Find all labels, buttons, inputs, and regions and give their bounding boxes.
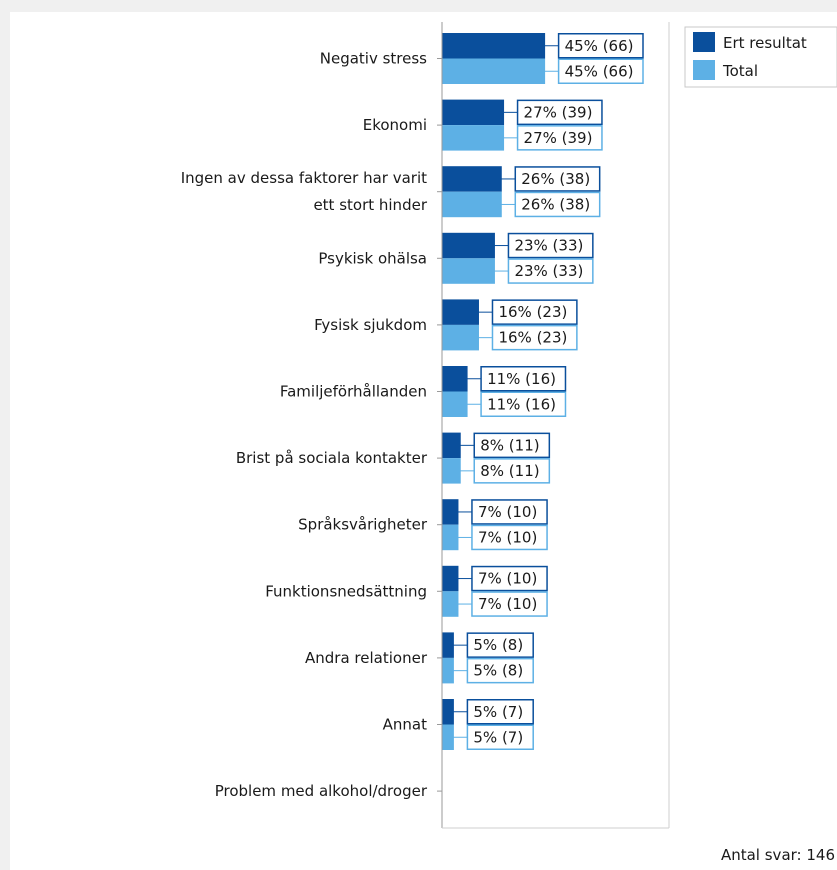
value-label-ert-resultat-negativ-stress: 45% (66) [565, 37, 634, 55]
value-label-ert-resultat-funktionsnedsattning: 7% (10) [478, 570, 537, 588]
category-label-psykisk-ohalsa: Psykisk ohälsa [318, 249, 427, 267]
value-label-total-ingen-av-dessa-faktorer-har-varit-ett-stort-hinder: 26% (38) [521, 195, 590, 213]
category-label-brist-pa-sociala-kontakter: Brist på sociala kontakter [236, 449, 428, 467]
category-label-funktionsnedsattning: Funktionsnedsättning [265, 582, 427, 600]
bar-total-funktionsnedsattning [442, 591, 459, 617]
value-label-box-total-spraksvarigheter [471, 524, 548, 551]
value-label-total-fysisk-sjukdom: 16% (23) [498, 329, 567, 347]
value-label-total-familjeforhallanden: 11% (16) [487, 395, 556, 413]
bar-ert-resultat-familjeforhallanden [442, 366, 468, 392]
value-label-total-ekonomi: 27% (39) [524, 129, 593, 147]
category-label-andra-relationer: Andra relationer [305, 649, 428, 667]
response-count: Antal svar: 146 [721, 846, 835, 864]
bar-total-andra-relationer [442, 657, 454, 684]
bar-total-psykisk-ohalsa [442, 258, 495, 284]
value-label-box-total-funktionsnedsattning [471, 591, 548, 617]
value-label-total-andra-relationer: 5% (8) [473, 662, 523, 680]
value-label-box-ert-resultat-ingen-av-dessa-faktorer-har-varit-ett-stort-hinder [514, 166, 601, 192]
bar-total-fysisk-sjukdom [442, 324, 479, 351]
value-label-box-ert-resultat-psykisk-ohalsa [507, 232, 594, 259]
legend-label-total: Total [722, 62, 758, 80]
value-label-total-psykisk-ohalsa: 23% (33) [514, 262, 583, 280]
value-label-box-ert-resultat-fysisk-sjukdom [491, 299, 578, 325]
value-label-ert-resultat-psykisk-ohalsa: 23% (33) [514, 237, 583, 255]
value-label-box-total-familjeforhallanden [480, 391, 567, 417]
value-label-box-total-andra-relationer [466, 657, 534, 684]
value-label-box-total-annat [466, 724, 534, 750]
bar-ert-resultat-ingen-av-dessa-faktorer-har-varit-ett-stort-hinder [442, 166, 502, 192]
category-label-annat: Annat [383, 716, 427, 734]
value-label-box-total-fysisk-sjukdom [491, 324, 578, 351]
bar-total-spraksvarigheter [442, 524, 459, 551]
value-label-total-annat: 5% (7) [473, 728, 523, 746]
category-label-ingen-av-dessa-faktorer-har-varit-ett-stort-hinder: Ingen av dessa faktorer har varit ett sto… [181, 169, 428, 214]
value-label-box-ert-resultat-negativ-stress [557, 33, 644, 59]
value-label-total-negativ-stress: 45% (66) [565, 62, 634, 80]
value-label-box-ert-resultat-andra-relationer [466, 632, 534, 658]
value-label-ert-resultat-fysisk-sjukdom: 16% (23) [498, 303, 567, 321]
value-label-ert-resultat-ekonomi: 27% (39) [524, 103, 593, 121]
legend-swatch-total [693, 60, 715, 80]
value-label-ert-resultat-ingen-av-dessa-faktorer-har-varit-ett-stort-hinder: 26% (38) [521, 170, 590, 188]
labels-layer: Negativ stress 45% (66) 45% (66) Ekonomi 27%… [181, 33, 644, 800]
bar-ert-resultat-psykisk-ohalsa [442, 232, 495, 259]
value-label-box-ert-resultat-annat [466, 699, 534, 725]
value-label-total-brist-pa-sociala-kontakter: 8% (11) [480, 462, 539, 480]
value-label-ert-resultat-brist-pa-sociala-kontakter: 8% (11) [480, 436, 539, 454]
value-label-ert-resultat-familjeforhallanden: 11% (16) [487, 370, 556, 388]
value-label-box-ert-resultat-brist-pa-sociala-kontakter [473, 432, 551, 459]
category-label-spraksvarigheter: Språksvårigheter [298, 516, 428, 534]
bars-layer [437, 33, 546, 792]
value-label-ert-resultat-andra-relationer: 5% (8) [473, 636, 523, 654]
value-label-box-total-brist-pa-sociala-kontakter [473, 458, 551, 484]
value-label-ert-resultat-spraksvarigheter: 7% (10) [478, 503, 537, 521]
value-label-box-ert-resultat-ekonomi [516, 99, 603, 126]
value-label-box-total-ingen-av-dessa-faktorer-har-varit-ett-stort-hinder [514, 191, 601, 218]
value-label-ert-resultat-annat: 5% (7) [473, 703, 523, 721]
value-label-total-funktionsnedsattning: 7% (10) [478, 595, 537, 613]
category-label-negativ-stress: Negativ stress [320, 50, 427, 68]
category-label-fysisk-sjukdom: Fysisk sjukdom [314, 316, 427, 334]
bar-total-negativ-stress [442, 58, 546, 84]
category-label-ekonomi: Ekonomi [363, 116, 427, 134]
bar-ert-resultat-andra-relationer [442, 632, 454, 658]
value-label-box-ert-resultat-familjeforhallanden [480, 366, 567, 392]
bar-total-brist-pa-sociala-kontakter [442, 458, 461, 484]
category-label-problem-med-alkohol-droger: Problem med alkohol/droger [215, 782, 428, 800]
bar-total-familjeforhallanden [442, 391, 468, 417]
legend-swatch-ert-resultat [693, 32, 715, 52]
bar-total-ekonomi [442, 125, 505, 151]
value-label-total-spraksvarigheter: 7% (10) [478, 528, 537, 546]
bar-ert-resultat-spraksvarigheter [442, 499, 459, 525]
chart-background [10, 12, 837, 870]
bar-ert-resultat-fysisk-sjukdom [442, 299, 479, 325]
value-label-box-ert-resultat-spraksvarigheter [471, 499, 548, 525]
bar-ert-resultat-brist-pa-sociala-kontakter [442, 432, 461, 459]
bar-ert-resultat-annat [442, 699, 454, 725]
value-label-box-total-psykisk-ohalsa [507, 258, 594, 284]
value-label-box-total-ekonomi [516, 125, 603, 151]
legend-label-ert-resultat: Ert resultat [723, 34, 807, 52]
bar-total-ingen-av-dessa-faktorer-har-varit-ett-stort-hinder [442, 191, 502, 218]
bar-total-annat [442, 724, 454, 750]
category-label-familjeforhallanden: Familjeförhållanden [280, 383, 427, 401]
bar-ert-resultat-negativ-stress [442, 33, 546, 59]
value-label-box-ert-resultat-funktionsnedsattning [471, 565, 548, 592]
bar-ert-resultat-ekonomi [442, 99, 505, 126]
legend: Ert resultat Total [684, 26, 837, 88]
bar-ert-resultat-funktionsnedsattning [442, 565, 459, 592]
value-label-box-total-negativ-stress [557, 58, 644, 84]
